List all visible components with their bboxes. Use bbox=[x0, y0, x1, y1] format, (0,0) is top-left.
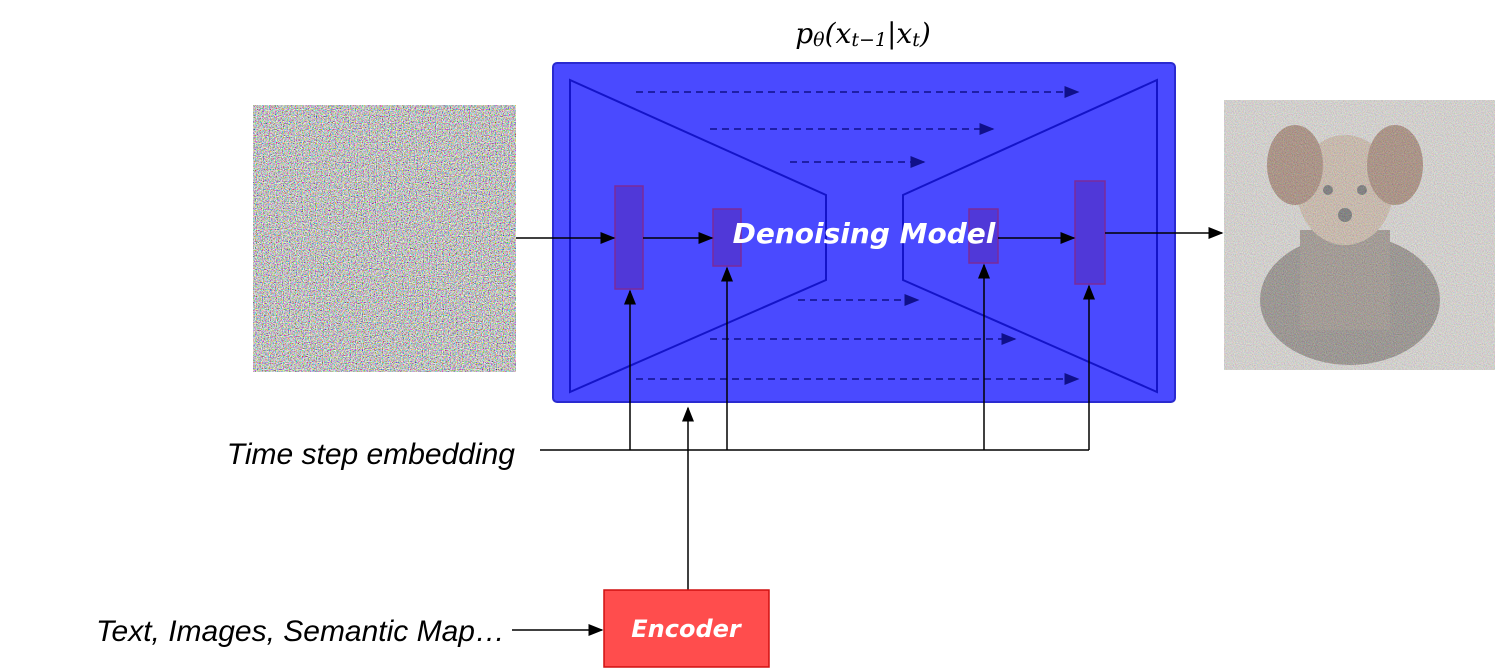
diagram: pθ(xt−1|xt) bbox=[0, 0, 1495, 672]
denoised-output-image bbox=[1224, 100, 1495, 370]
condition-label: Text, Images, Semantic Map… bbox=[96, 615, 505, 648]
time-step-label: Time step embedding bbox=[227, 438, 516, 471]
noisy-input-image bbox=[253, 105, 516, 372]
formula: pθ(xt−1|xt) bbox=[795, 17, 931, 52]
model-label: Denoising Model bbox=[733, 217, 996, 250]
encoder-label: Encoder bbox=[631, 615, 743, 643]
